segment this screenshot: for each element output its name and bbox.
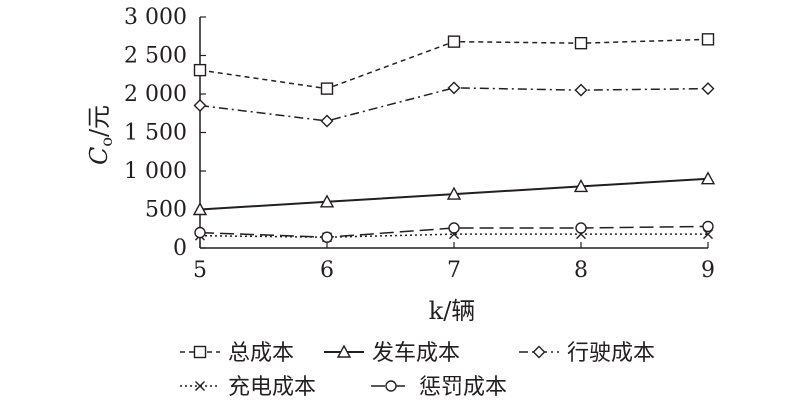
series-5-marker bbox=[575, 222, 587, 234]
series-2-marker bbox=[573, 178, 589, 193]
series-2-marker bbox=[700, 171, 716, 185]
y-axis-title-sub: o bbox=[97, 137, 116, 147]
series-5-marker bbox=[702, 220, 714, 233]
axes bbox=[199, 17, 708, 249]
series-3-marker bbox=[447, 81, 461, 95]
y-tick-label: 2 000 bbox=[124, 82, 187, 107]
y-tick-label: 2 500 bbox=[124, 44, 187, 69]
legend-label-2: 发车成本 bbox=[372, 341, 460, 366]
y-tick-label: 1 500 bbox=[124, 121, 187, 146]
series-1-marker bbox=[701, 33, 715, 46]
series-2-marker bbox=[319, 194, 335, 208]
x-tick-label: 9 bbox=[701, 258, 715, 283]
legend-marker-3 bbox=[532, 345, 546, 359]
x-axis-title: k/辆 bbox=[429, 297, 476, 325]
series-2-marker bbox=[192, 202, 208, 216]
y-tick-label: 3 000 bbox=[124, 5, 187, 30]
legend-marker-2 bbox=[336, 344, 352, 358]
x-ticks: 5 6 7 8 9 bbox=[193, 242, 715, 283]
series-markers bbox=[192, 33, 716, 243]
legend-label-5: 惩罚成本 bbox=[419, 375, 507, 400]
legend-marker-1 bbox=[193, 345, 207, 359]
x-tick-label: 6 bbox=[320, 258, 334, 283]
series-3-marker bbox=[574, 83, 588, 97]
y-axis-title-main: C bbox=[85, 147, 113, 165]
legend-label-1: 总成本 bbox=[228, 341, 294, 366]
y-tick-label: 1 000 bbox=[124, 159, 187, 184]
y-ticks: 0 500 1 000 1 500 2 000 2 500 3 000 bbox=[124, 5, 206, 261]
series-5-marker bbox=[321, 231, 333, 243]
x-tick-label: 8 bbox=[574, 258, 588, 283]
legend-label-3: 行驶成本 bbox=[567, 341, 655, 366]
x-tick-label: 5 bbox=[193, 258, 207, 283]
series-1-marker bbox=[447, 35, 461, 48]
legend-marker-4 bbox=[195, 381, 205, 391]
series-1-marker bbox=[574, 36, 588, 50]
series-3-marker bbox=[320, 114, 334, 128]
legend-marker-5 bbox=[385, 380, 397, 392]
x-tick-label: 7 bbox=[447, 258, 461, 283]
series-3-marker bbox=[701, 82, 715, 96]
series-5-marker bbox=[448, 222, 460, 234]
series-5-marker bbox=[194, 226, 206, 239]
series-lines bbox=[199, 38, 709, 238]
series-3-marker bbox=[193, 99, 207, 113]
series-line-5 bbox=[199, 225, 709, 238]
y-axis-title: Co/元 bbox=[85, 105, 116, 165]
y-tick-label: 500 bbox=[145, 198, 187, 223]
series-1-marker bbox=[193, 63, 207, 77]
legend-label-4: 充电成本 bbox=[228, 375, 316, 400]
series-1-marker bbox=[320, 82, 334, 95]
y-axis-title-unit: /元 bbox=[85, 105, 113, 137]
series-2-marker bbox=[446, 186, 462, 200]
y-tick-label: 0 bbox=[173, 236, 187, 261]
